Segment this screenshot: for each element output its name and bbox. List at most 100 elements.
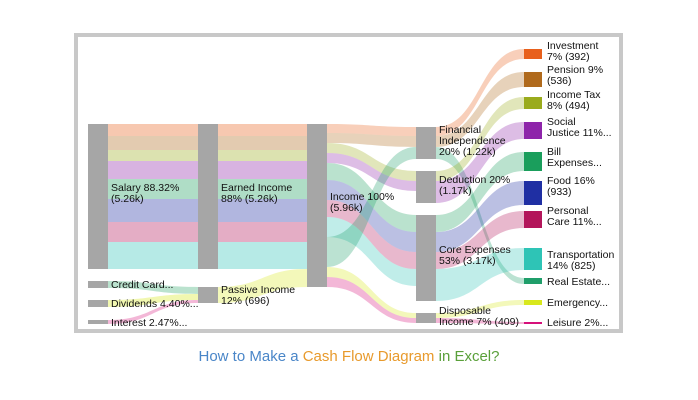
label-income-line: (5.96k) bbox=[330, 202, 363, 214]
label-salary: Salary 88.32% (5.26k) bbox=[111, 182, 179, 205]
flow-income-emergency bbox=[327, 267, 416, 318]
flow-interest-passive bbox=[108, 300, 198, 324]
flow-income-realestate bbox=[327, 147, 416, 267]
swatch-emergency bbox=[524, 300, 542, 305]
label-transport-line: Transportation bbox=[547, 249, 614, 261]
flow-income-investment bbox=[327, 124, 416, 136]
label-pension-line: Pension 9% bbox=[547, 64, 603, 76]
label-salary-line: Salary 88.32% bbox=[111, 182, 179, 194]
flow-financial-investment bbox=[436, 49, 524, 136]
flow-disposable-leisure bbox=[436, 318, 524, 324]
label-deduction-line: (1.17k) bbox=[439, 185, 472, 197]
flow-earned-income-bill bbox=[218, 179, 307, 199]
swatch-transport bbox=[524, 248, 542, 270]
label-financial-line: 20% (1.22k) bbox=[439, 146, 496, 158]
label-realestate-line: Real Estate... bbox=[547, 276, 610, 288]
flow-earned-income-incometax bbox=[218, 150, 307, 161]
label-deduction-line: Deduction 20% bbox=[439, 174, 510, 186]
label-incometax-line: Income Tax bbox=[547, 89, 601, 101]
sankey-diagram: Salary 88.32% (5.26k) Credit Card... Divide… bbox=[88, 40, 614, 329]
flow-dividends-passive bbox=[108, 294, 198, 307]
label-food: Food 16% (933) bbox=[547, 175, 595, 198]
flow-salary-earned-social bbox=[108, 161, 198, 179]
label-transport: Transportation 14% (825) bbox=[547, 249, 614, 272]
node-deduction bbox=[416, 171, 436, 203]
diagram-frame: Salary 88.32% (5.26k) Credit Card... Divide… bbox=[74, 33, 623, 333]
flow-income-personal bbox=[327, 200, 416, 269]
flow-credit-passive bbox=[108, 281, 198, 294]
flow-income-leisure bbox=[327, 277, 416, 323]
label-salary-line: (5.26k) bbox=[111, 193, 144, 205]
flow-earned-income-personal bbox=[218, 222, 307, 242]
label-leisure-line: Leisure 2%... bbox=[547, 317, 608, 329]
swatch-social bbox=[524, 122, 542, 139]
flow-earned-income-food bbox=[218, 199, 307, 222]
label-core-line: 53% (3.17k) bbox=[439, 255, 496, 267]
flow-financial-pension bbox=[436, 72, 524, 147]
label-food-line: (933) bbox=[547, 186, 572, 198]
swatch-incometax bbox=[524, 97, 542, 109]
output-swatches bbox=[524, 49, 542, 324]
label-passive-line: Passive Income bbox=[221, 284, 295, 296]
label-social: Social Justice 11%... bbox=[547, 116, 612, 139]
flow-financial-realestate bbox=[436, 147, 524, 284]
label-earned: Earned Income 88% (5.26k) bbox=[221, 182, 292, 205]
node-salary bbox=[88, 124, 108, 269]
swatch-investment bbox=[524, 49, 542, 59]
label-passive-line: 12% (696) bbox=[221, 295, 269, 307]
swatch-food bbox=[524, 181, 542, 205]
label-interest-line: Interest 2.47%... bbox=[111, 317, 187, 329]
label-emergency: Emergency... bbox=[547, 297, 608, 309]
label-financial: Financial Independence 20% (1.22k) bbox=[439, 124, 506, 158]
label-core: Core Expenses 53% (3.17k) bbox=[439, 244, 511, 267]
label-dividends-line: Dividends 4.40%... bbox=[111, 298, 199, 310]
node-financial bbox=[416, 127, 436, 159]
node-income bbox=[307, 124, 327, 287]
swatch-pension bbox=[524, 72, 542, 87]
node-dividends bbox=[88, 300, 108, 307]
label-pension-line: (536) bbox=[547, 75, 572, 87]
caption-part-1: How to Make a bbox=[198, 348, 303, 365]
label-incometax-line: 8% (494) bbox=[547, 100, 590, 112]
flow-core-personal bbox=[436, 211, 524, 269]
label-interest: Interest 2.47%... bbox=[111, 317, 187, 329]
flow-salary-earned-food bbox=[108, 199, 198, 222]
node-disposable bbox=[416, 313, 436, 323]
label-financial-line: Independence bbox=[439, 135, 506, 147]
swatch-realestate bbox=[524, 278, 542, 284]
flow-core-bill bbox=[436, 152, 524, 232]
node-earned bbox=[198, 124, 218, 269]
flow-links bbox=[108, 49, 524, 324]
flow-salary-earned-transport bbox=[108, 242, 198, 269]
flow-salary-earned-bill bbox=[108, 179, 198, 199]
label-core-line: Core Expenses bbox=[439, 244, 511, 256]
label-personal-line: Personal bbox=[547, 205, 588, 217]
label-leisure: Leisure 2%... bbox=[547, 317, 608, 329]
label-pension: Pension 9% (536) bbox=[547, 64, 603, 87]
label-bill-line: Expenses... bbox=[547, 157, 602, 169]
node-credit bbox=[88, 281, 108, 288]
label-dividends: Dividends 4.40%... bbox=[111, 298, 199, 310]
node-interest bbox=[88, 320, 108, 324]
flow-core-transport bbox=[436, 248, 524, 301]
label-income-line: Income 100% bbox=[330, 191, 394, 203]
flow-income-transport bbox=[327, 217, 416, 286]
node-passive bbox=[198, 287, 218, 303]
node-core bbox=[416, 215, 436, 301]
label-credit-line: Credit Card... bbox=[111, 279, 173, 291]
flow-salary-earned-pension bbox=[108, 136, 198, 150]
diagram-nodes bbox=[88, 124, 436, 324]
node-labels: Salary 88.32% (5.26k) Credit Card... Divide… bbox=[111, 40, 614, 329]
label-social-line: Justice 11%... bbox=[547, 127, 612, 139]
label-income: Income 100% (5.96k) bbox=[330, 191, 394, 214]
flow-salary-earned-personal bbox=[108, 222, 198, 242]
flow-income-bill bbox=[327, 163, 416, 232]
label-disposable: Disposable Income 7% (409) bbox=[439, 305, 519, 328]
swatch-bill bbox=[524, 152, 542, 171]
label-investment-line: Investment bbox=[547, 40, 598, 52]
flow-earned-income-pension bbox=[218, 136, 307, 150]
flow-income-social bbox=[327, 153, 416, 191]
swatch-personal bbox=[524, 211, 542, 228]
flow-income-pension bbox=[327, 133, 416, 147]
diagram-caption: How to Make a Cash Flow Diagram in Excel… bbox=[0, 348, 698, 365]
